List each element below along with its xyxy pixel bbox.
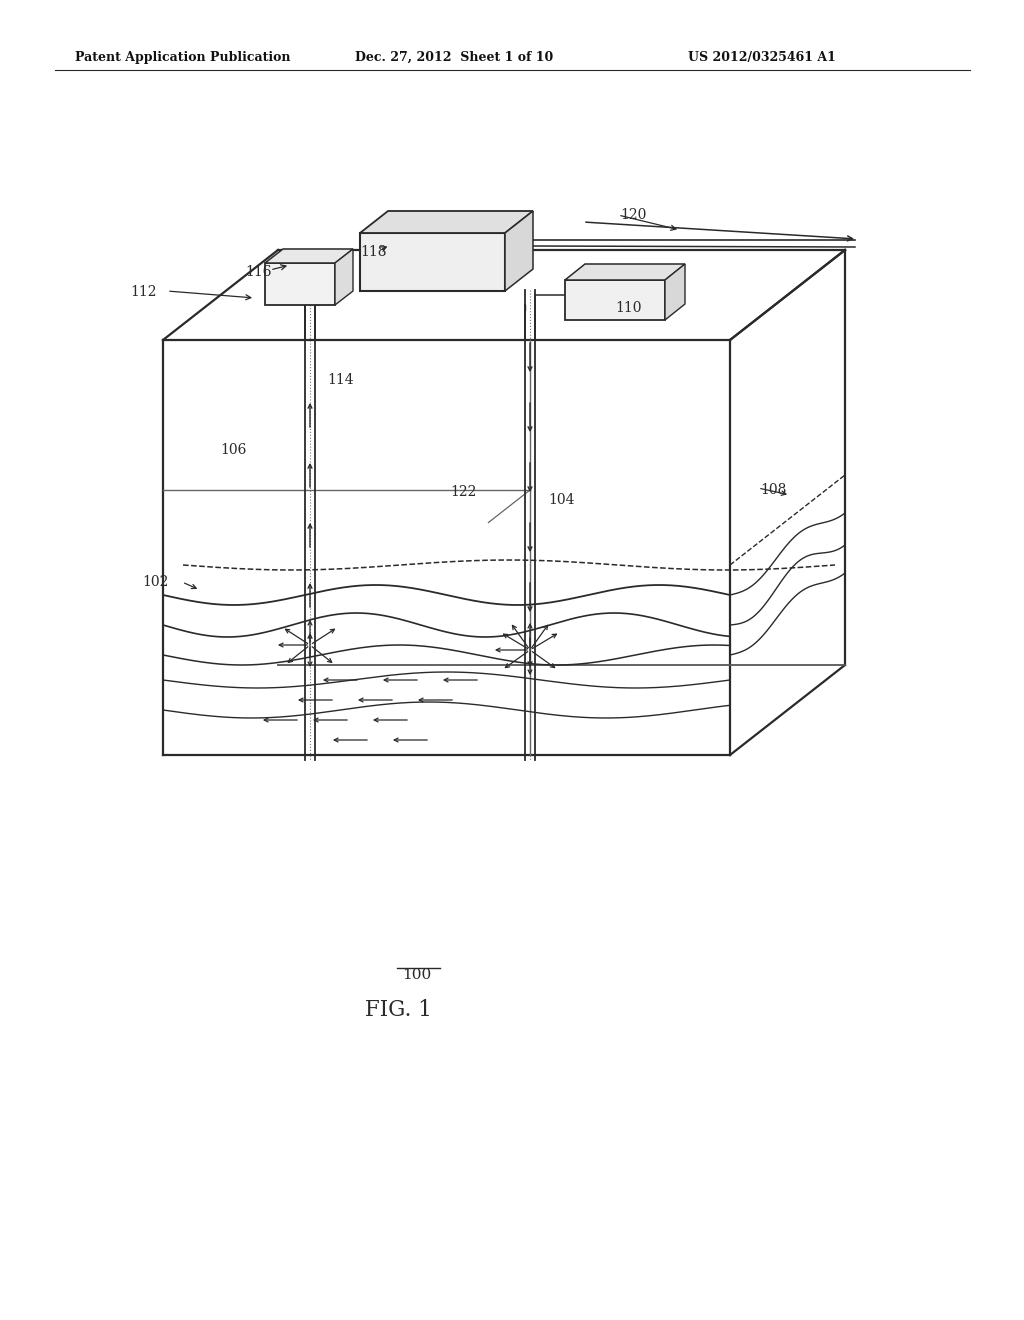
Polygon shape xyxy=(565,264,685,280)
Polygon shape xyxy=(265,249,353,263)
Bar xyxy=(565,280,665,319)
Text: 112: 112 xyxy=(130,285,157,300)
Polygon shape xyxy=(335,249,353,305)
Text: 110: 110 xyxy=(615,301,641,315)
Text: 108: 108 xyxy=(760,483,786,498)
Text: Patent Application Publication: Patent Application Publication xyxy=(75,50,291,63)
Polygon shape xyxy=(505,211,534,290)
Text: 102: 102 xyxy=(142,576,168,589)
Text: 118: 118 xyxy=(360,246,386,259)
Bar xyxy=(360,234,505,290)
Text: US 2012/0325461 A1: US 2012/0325461 A1 xyxy=(688,50,836,63)
Polygon shape xyxy=(360,211,534,234)
Polygon shape xyxy=(665,264,685,319)
Text: FIG. 1: FIG. 1 xyxy=(365,999,432,1020)
Text: Dec. 27, 2012  Sheet 1 of 10: Dec. 27, 2012 Sheet 1 of 10 xyxy=(355,50,553,63)
Text: 122: 122 xyxy=(450,484,476,499)
Text: 120: 120 xyxy=(620,209,646,222)
Text: 100: 100 xyxy=(402,968,431,982)
Text: 116: 116 xyxy=(245,265,271,279)
Text: 104: 104 xyxy=(548,492,574,507)
Text: 106: 106 xyxy=(220,444,247,457)
Bar xyxy=(265,263,335,305)
Text: 114: 114 xyxy=(327,374,353,387)
